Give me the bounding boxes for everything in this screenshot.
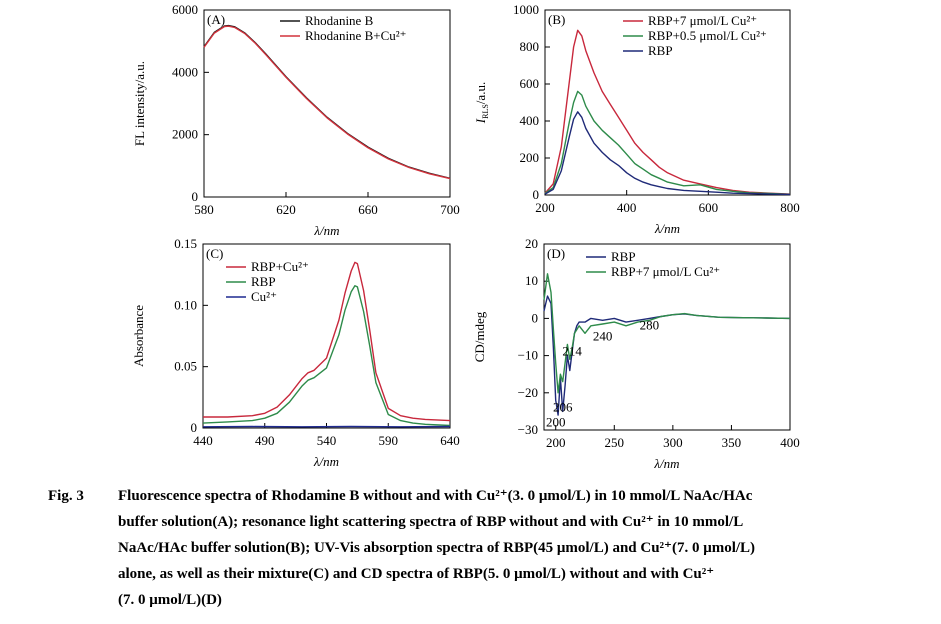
panel-label: (B) bbox=[548, 12, 565, 27]
y-tick-label: 20 bbox=[525, 236, 538, 251]
x-tick-label: 440 bbox=[193, 433, 213, 448]
legend-label: Cu²⁺ bbox=[251, 289, 277, 304]
y-axis-label: CD/mdeg bbox=[472, 311, 487, 362]
plot-frame bbox=[203, 9, 451, 198]
x-axis-label: λ/nm bbox=[653, 456, 679, 471]
y-tick-label: 800 bbox=[520, 39, 540, 54]
caption-line: buffer solution(A); resonance light scat… bbox=[118, 514, 744, 530]
panel-label: (C) bbox=[206, 246, 223, 261]
y-tick-label: 400 bbox=[520, 113, 540, 128]
peak-annotation: 200 bbox=[546, 414, 566, 429]
series-line bbox=[203, 261, 451, 422]
y-tick-label: 0 bbox=[533, 187, 540, 202]
legend-label: Rhodanine B+Cu²⁺ bbox=[305, 28, 407, 43]
y-tick-label: 0.10 bbox=[174, 297, 197, 312]
y-tick-label: 0 bbox=[532, 310, 539, 325]
legend-label: Rhodanine B bbox=[305, 13, 374, 28]
x-tick-label: 800 bbox=[780, 200, 800, 215]
y-axis-label: IRLS/a.u. bbox=[473, 82, 490, 124]
series-line bbox=[203, 24, 451, 179]
x-tick-label: 660 bbox=[358, 202, 378, 217]
x-tick-label: 600 bbox=[699, 200, 719, 215]
x-tick-label: 620 bbox=[276, 202, 296, 217]
caption-line: Fluorescence spectra of Rhodamine B with… bbox=[118, 488, 753, 504]
panel-label: (D) bbox=[547, 246, 565, 261]
x-tick-label: 580 bbox=[194, 202, 214, 217]
x-tick-label: 250 bbox=[605, 435, 625, 450]
legend-label: RBP+7 μmol/L Cu²⁺ bbox=[648, 13, 757, 28]
y-tick-label: −20 bbox=[518, 385, 538, 400]
y-tick-label: 0 bbox=[191, 420, 198, 435]
series-line bbox=[544, 90, 791, 195]
legend-label: RBP+Cu²⁺ bbox=[251, 259, 309, 274]
peak-annotation: 240 bbox=[593, 329, 613, 344]
peak-annotation: 206 bbox=[553, 399, 573, 414]
peak-annotation: 280 bbox=[640, 318, 660, 333]
x-tick-label: 200 bbox=[546, 435, 566, 450]
chart-panel-a: 580 620 660 700 0 2000 4000 6000 (A) λ/nm FL inten… bbox=[132, 2, 460, 238]
caption-line: NaAc/HAc buffer solution(B); UV-Vis abso… bbox=[118, 540, 756, 556]
x-tick-label: 700 bbox=[440, 202, 460, 217]
x-tick-label: 490 bbox=[255, 433, 275, 448]
y-tick-label: 4000 bbox=[172, 64, 198, 79]
y-tick-label: 10 bbox=[525, 273, 538, 288]
x-tick-label: 540 bbox=[317, 433, 337, 448]
y-axis-label: FL intensity/a.u. bbox=[132, 61, 147, 146]
series-line bbox=[544, 111, 791, 196]
caption-line: alone, as well as their mixture(C) and C… bbox=[118, 566, 715, 582]
plot-frame bbox=[544, 9, 791, 196]
legend-label: RBP+0.5 μmol/L Cu²⁺ bbox=[648, 28, 767, 43]
y-tick-label: 0 bbox=[192, 189, 199, 204]
x-axis-label: λ/nm bbox=[654, 221, 680, 236]
y-tick-label: 1000 bbox=[513, 2, 539, 17]
x-tick-label: 640 bbox=[440, 433, 460, 448]
x-tick-label: 350 bbox=[722, 435, 742, 450]
caption-line: (7. 0 μmol/L)(D) bbox=[118, 592, 222, 608]
y-tick-label: 6000 bbox=[172, 2, 198, 17]
y-tick-label: 0.05 bbox=[174, 359, 197, 374]
legend-label: RBP bbox=[251, 274, 276, 289]
caption-label: Fig. 3 bbox=[48, 488, 84, 504]
y-tick-label: 2000 bbox=[172, 127, 198, 142]
x-tick-label: 400 bbox=[617, 200, 637, 215]
peak-annotation: 214 bbox=[562, 344, 582, 359]
x-axis-label: λ/nm bbox=[313, 454, 339, 469]
x-axis-label: λ/nm bbox=[313, 223, 339, 238]
figure-caption: Fig. 3 Fluorescence spectra of Rhodamine … bbox=[48, 483, 908, 613]
legend-label: RBP bbox=[611, 249, 636, 264]
chart-panel-d: 200 250 300 350 400 −30 −20 −10 0 10 20 (D) λ/nm CD/m… bbox=[472, 236, 800, 471]
x-tick-label: 200 bbox=[535, 200, 555, 215]
plot-frame bbox=[202, 243, 451, 429]
x-tick-label: 300 bbox=[663, 435, 683, 450]
plot-frame bbox=[543, 243, 791, 431]
series-line bbox=[203, 25, 451, 180]
panel-label: (A) bbox=[207, 12, 225, 27]
series-line bbox=[543, 273, 791, 394]
series-line bbox=[202, 285, 451, 427]
y-tick-label: 600 bbox=[520, 76, 540, 91]
x-tick-label: 400 bbox=[780, 435, 800, 450]
y-tick-label: 0.15 bbox=[174, 236, 197, 251]
chart-panel-b: 200 400 600 80002004006008001000(B)λ/nmIRLS… bbox=[473, 2, 800, 236]
legend-label: RBP+7 μmol/L Cu²⁺ bbox=[611, 264, 720, 279]
legend-label: RBP bbox=[648, 43, 673, 58]
y-axis-label: Absorbance bbox=[131, 305, 146, 367]
y-tick-label: 200 bbox=[520, 150, 540, 165]
y-tick-label: −30 bbox=[518, 422, 538, 437]
series-line bbox=[544, 29, 791, 195]
y-tick-label: −10 bbox=[518, 348, 538, 363]
chart-panel-c: 440 490 540 590 640 0 0.05 0.10 0.15 (C) λ/nm Absor… bbox=[131, 236, 460, 469]
x-tick-label: 590 bbox=[379, 433, 399, 448]
